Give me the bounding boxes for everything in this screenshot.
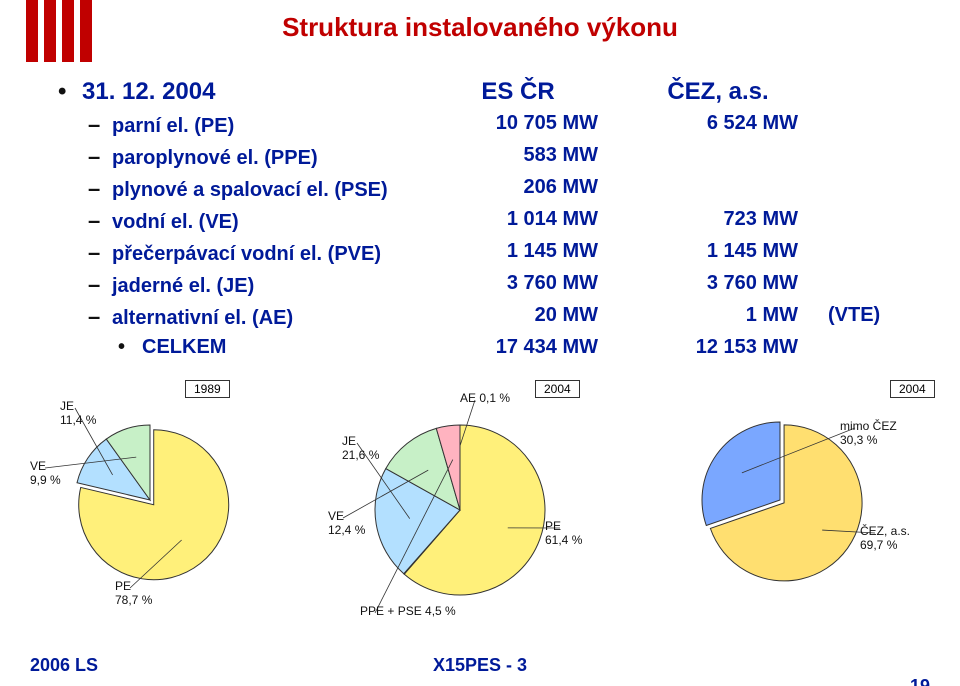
- row-es: 10 705 MW: [438, 112, 598, 135]
- row-label: přečerpávací vodní el. (PVE): [112, 243, 381, 266]
- bullet: –: [88, 112, 112, 138]
- row-es: 1 145 MW: [438, 240, 598, 263]
- slice-label-CEZ: ČEZ, a.s.69,7 %: [860, 525, 910, 553]
- row-es: 3 760 MW: [438, 272, 598, 295]
- slice-label-PPE+PSE: PPE + PSE 4,5 %: [360, 605, 456, 619]
- footer-left: 2006 LS: [30, 655, 98, 676]
- bullet: –: [88, 144, 112, 170]
- row-cez: 1 MW: [638, 304, 798, 327]
- bullet: –: [88, 208, 112, 234]
- bullet: –: [88, 272, 112, 298]
- header-row: • 31. 12. 2004 ES ČR ČEZ, a.s.: [58, 78, 938, 106]
- page-title: Struktura instalovaného výkonu: [0, 12, 960, 43]
- pie-svg: [660, 380, 960, 620]
- slide-footer: 2006 LS X15PES - 3 19: [0, 655, 960, 676]
- header-date: 31. 12. 2004: [82, 78, 215, 106]
- row-extra: (VTE): [828, 304, 880, 327]
- slice-label-AE: AE 0,1 %: [460, 392, 510, 406]
- row-es: 20 MW: [438, 304, 598, 327]
- row-label: vodní el. (VE): [112, 211, 239, 234]
- total-cez: 12 153 MW: [638, 336, 798, 359]
- pie-2004-cez: 2004 ČEZ, a.s.69,7 %mimo ČEZ30,3 %: [660, 380, 960, 620]
- row-es: 1 014 MW: [438, 208, 598, 231]
- row-label: plynové a spalovací el. (PSE): [112, 179, 388, 202]
- row-cez: 723 MW: [638, 208, 798, 231]
- total-row: • CELKEM 17 434 MW 12 153 MW: [118, 336, 938, 359]
- data-row: –přečerpávací vodní el. (PVE) 1 145 MW 1 1…: [88, 240, 938, 266]
- row-cez: 3 760 MW: [638, 272, 798, 295]
- row-label: paroplynové el. (PPE): [112, 147, 318, 170]
- data-row: –paroplynové el. (PPE) 583 MW: [88, 144, 938, 170]
- row-es: 206 MW: [438, 176, 598, 199]
- bullet: •: [118, 336, 142, 359]
- pie-2004-struct: 2004 PE61,4 %AE 0,1 %JE21,6 %VE12,4 %PPE…: [310, 380, 630, 630]
- slice-label-PE: PE61,4 %: [545, 520, 582, 548]
- bullet: –: [88, 176, 112, 202]
- row-cez: 1 145 MW: [638, 240, 798, 263]
- slice-label-mimoCEZ: mimo ČEZ30,3 %: [840, 420, 897, 448]
- bullet: •: [58, 78, 82, 106]
- slice-label-VE: VE12,4 %: [328, 510, 365, 538]
- pie-svg: [310, 380, 630, 630]
- col-cez: ČEZ, a.s.: [638, 78, 798, 106]
- data-row: –plynové a spalovací el. (PSE) 206 MW: [88, 176, 938, 202]
- pie-1989: 1989 PE78,7 %JE11,4 %VE9,9 %: [20, 380, 280, 620]
- slice-label-PE: PE78,7 %: [115, 580, 152, 608]
- footer-right: 19: [910, 676, 930, 686]
- total-es: 17 434 MW: [438, 336, 598, 359]
- bullet: –: [88, 304, 112, 330]
- bullet: –: [88, 240, 112, 266]
- row-label: jaderné el. (JE): [112, 275, 254, 298]
- total-label: CELKEM: [142, 336, 226, 359]
- col-es-cr: ES ČR: [438, 78, 598, 106]
- power-table: • 31. 12. 2004 ES ČR ČEZ, a.s. –parní el…: [58, 78, 938, 365]
- slice-label-JE: JE21,6 %: [342, 435, 379, 463]
- row-label: alternativní el. (AE): [112, 307, 293, 330]
- slice-label-JE: JE11,4 %: [60, 400, 96, 428]
- row-es: 583 MW: [438, 144, 598, 167]
- charts-area: 1989 PE78,7 %JE11,4 %VE9,9 % 2004 PE61,4…: [0, 380, 960, 630]
- data-row: –parní el. (PE) 10 705 MW 6 524 MW: [88, 112, 938, 138]
- slice-label-VE: VE9,9 %: [30, 460, 61, 488]
- data-row: –alternativní el. (AE) 20 MW 1 MW (VTE): [88, 304, 938, 330]
- row-label: parní el. (PE): [112, 115, 234, 138]
- row-cez: 6 524 MW: [638, 112, 798, 135]
- data-row: –jaderné el. (JE) 3 760 MW 3 760 MW: [88, 272, 938, 298]
- data-row: –vodní el. (VE) 1 014 MW 723 MW: [88, 208, 938, 234]
- footer-center: X15PES - 3: [0, 655, 960, 676]
